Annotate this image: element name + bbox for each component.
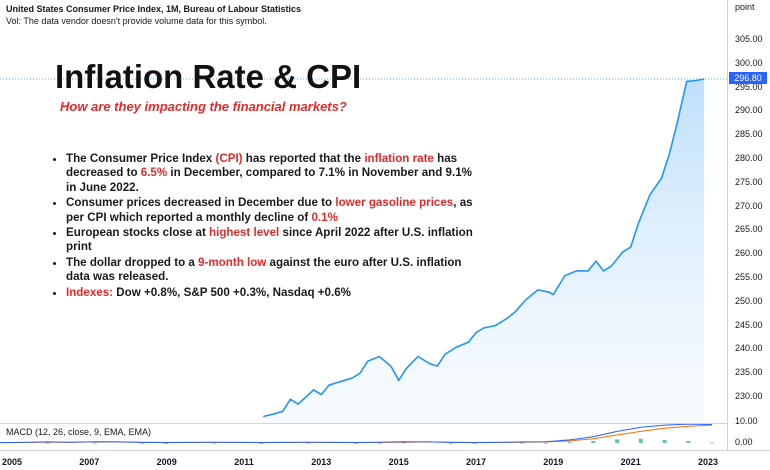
bullet-item: Indexes: Dow +0.8%, S&P 500 +0.3%, Nasda… (66, 286, 476, 300)
highlighted-text: (CPI) (215, 152, 243, 165)
macd-histogram-bar (211, 442, 216, 444)
bullet-text: , as per CPI which reported a monthly de… (66, 196, 473, 224)
macd-tick-label: 0.00 (735, 437, 753, 447)
x-tick-label: 2009 (156, 457, 177, 467)
bullet-text: since April 2022 after U.S. inflation pr… (66, 226, 473, 254)
macd-tick-label: 10.00 (735, 416, 758, 426)
bullet-item: The Consumer Price Index (CPI) has repor… (66, 152, 476, 195)
highlighted-text: 6.5% (140, 166, 168, 180)
bullet-text: in December, compared to 7.1% in Novembe… (66, 166, 472, 194)
bullet-text: The dollar dropped to a (66, 255, 199, 269)
y-tick-label: 230.00 (735, 391, 763, 401)
volume-note: Vol: The data vendor doesn't provide vol… (6, 16, 267, 26)
macd-histogram-bar (448, 443, 453, 444)
macd-histogram-bar (164, 443, 169, 444)
highlighted-text: 9-month low (198, 255, 267, 269)
macd-histogram-bar (140, 443, 145, 444)
x-tick-label: 2019 (543, 457, 564, 467)
y-tick-label: 255.00 (735, 272, 763, 282)
bullet-text: Consumer prices decreased in December du… (66, 196, 336, 210)
x-tick-label: 2015 (388, 457, 409, 467)
highlighted-text: highest level (209, 226, 280, 240)
x-tick-label: 2007 (79, 457, 100, 467)
price-axis-divider (727, 0, 728, 450)
y-tick-label: 290.00 (735, 105, 763, 116)
macd-histogram-bar (520, 442, 525, 444)
y-tick-label: 260.00 (735, 248, 763, 259)
y-tick-label: 240.00 (735, 343, 763, 354)
macd-histogram-bar (686, 440, 691, 443)
x-tick-label: 2017 (465, 457, 487, 467)
highlighted-text: inflation rate (364, 152, 434, 165)
y-tick-label: 300.00 (735, 57, 763, 68)
y-tick-label: 235.00 (735, 367, 763, 378)
highlighted-text: lower gasoline prices (335, 196, 454, 210)
macd-histogram-bar (401, 442, 406, 444)
y-tick-label: 305.00 (735, 34, 763, 44)
axis-unit: point (735, 2, 755, 12)
x-tick-label: 2005 (1, 457, 23, 467)
y-tick-label: 245.00 (735, 319, 763, 330)
bullet-text: Dow +0.8%, S&P 500 +0.3%, Nasdaq +0.6% (113, 285, 351, 299)
x-tick-label: 2021 (620, 457, 641, 467)
macd-indicator-label[interactable]: MACD (12, 26, close, 9, EMA, EMA) (6, 427, 152, 437)
y-tick-label: 295.00 (735, 81, 763, 92)
macd-histogram-bar (259, 443, 264, 444)
chart-title: United States Consumer Price Index, 1M, … (6, 4, 302, 14)
x-tick-label: 2011 (234, 457, 254, 467)
macd-histogram-bar (615, 439, 620, 443)
y-tick-label: 275.00 (735, 176, 763, 187)
x-tick-label: 2023 (697, 457, 719, 467)
overlay-subtitle: How are they impacting the financial mar… (60, 99, 347, 114)
macd-histogram-bar (710, 442, 714, 444)
macd-histogram-bar (377, 442, 382, 444)
y-tick-label: 285.00 (735, 129, 763, 140)
macd-histogram-bar (472, 443, 477, 444)
y-tick-label: 250.00 (735, 295, 763, 306)
macd-histogram-bar (92, 442, 97, 444)
time-axis-divider (0, 450, 770, 451)
macd-histogram-bar (306, 442, 311, 444)
macd-histogram-bar (354, 443, 358, 444)
highlighted-text: Indexes: (66, 285, 114, 299)
macd-pane-divider[interactable] (0, 423, 727, 424)
macd-histogram-bar (543, 442, 548, 444)
bullet-text: has reported that the (242, 152, 365, 165)
x-tick-label: 2013 (311, 457, 332, 467)
y-tick-label: 270.00 (735, 200, 763, 211)
cpi-area-fill (263, 79, 705, 423)
overlay-title: Inflation Rate & CPI (55, 58, 362, 95)
bullet-list: The Consumer Price Index (CPI) has repor… (48, 152, 476, 301)
macd-histogram-bar (638, 438, 643, 443)
macd-histogram-bar (567, 441, 572, 443)
macd-histogram-bar (591, 440, 596, 443)
bullet-text: has decreased to (66, 152, 458, 180)
bullet-text: against the euro after U.S. inflation da… (66, 255, 462, 284)
macd-histogram-bar (45, 442, 50, 444)
macd-histogram-bar (662, 439, 667, 443)
last-price-label: 296.80 (729, 72, 767, 84)
bullet-text: European stocks close at (66, 226, 210, 240)
macd-line (0, 423, 713, 444)
bullet-item: Consumer prices decreased in December du… (66, 196, 476, 225)
highlighted-text: 0.1% (311, 210, 338, 224)
bullet-item: The dollar dropped to a 9-month low agai… (66, 256, 476, 285)
bullet-item: European stocks close at highest level s… (66, 226, 476, 255)
bullet-text: The Consumer Price Index (66, 152, 216, 165)
y-tick-label: 265.00 (735, 224, 763, 235)
y-tick-label: 280.00 (735, 153, 763, 163)
